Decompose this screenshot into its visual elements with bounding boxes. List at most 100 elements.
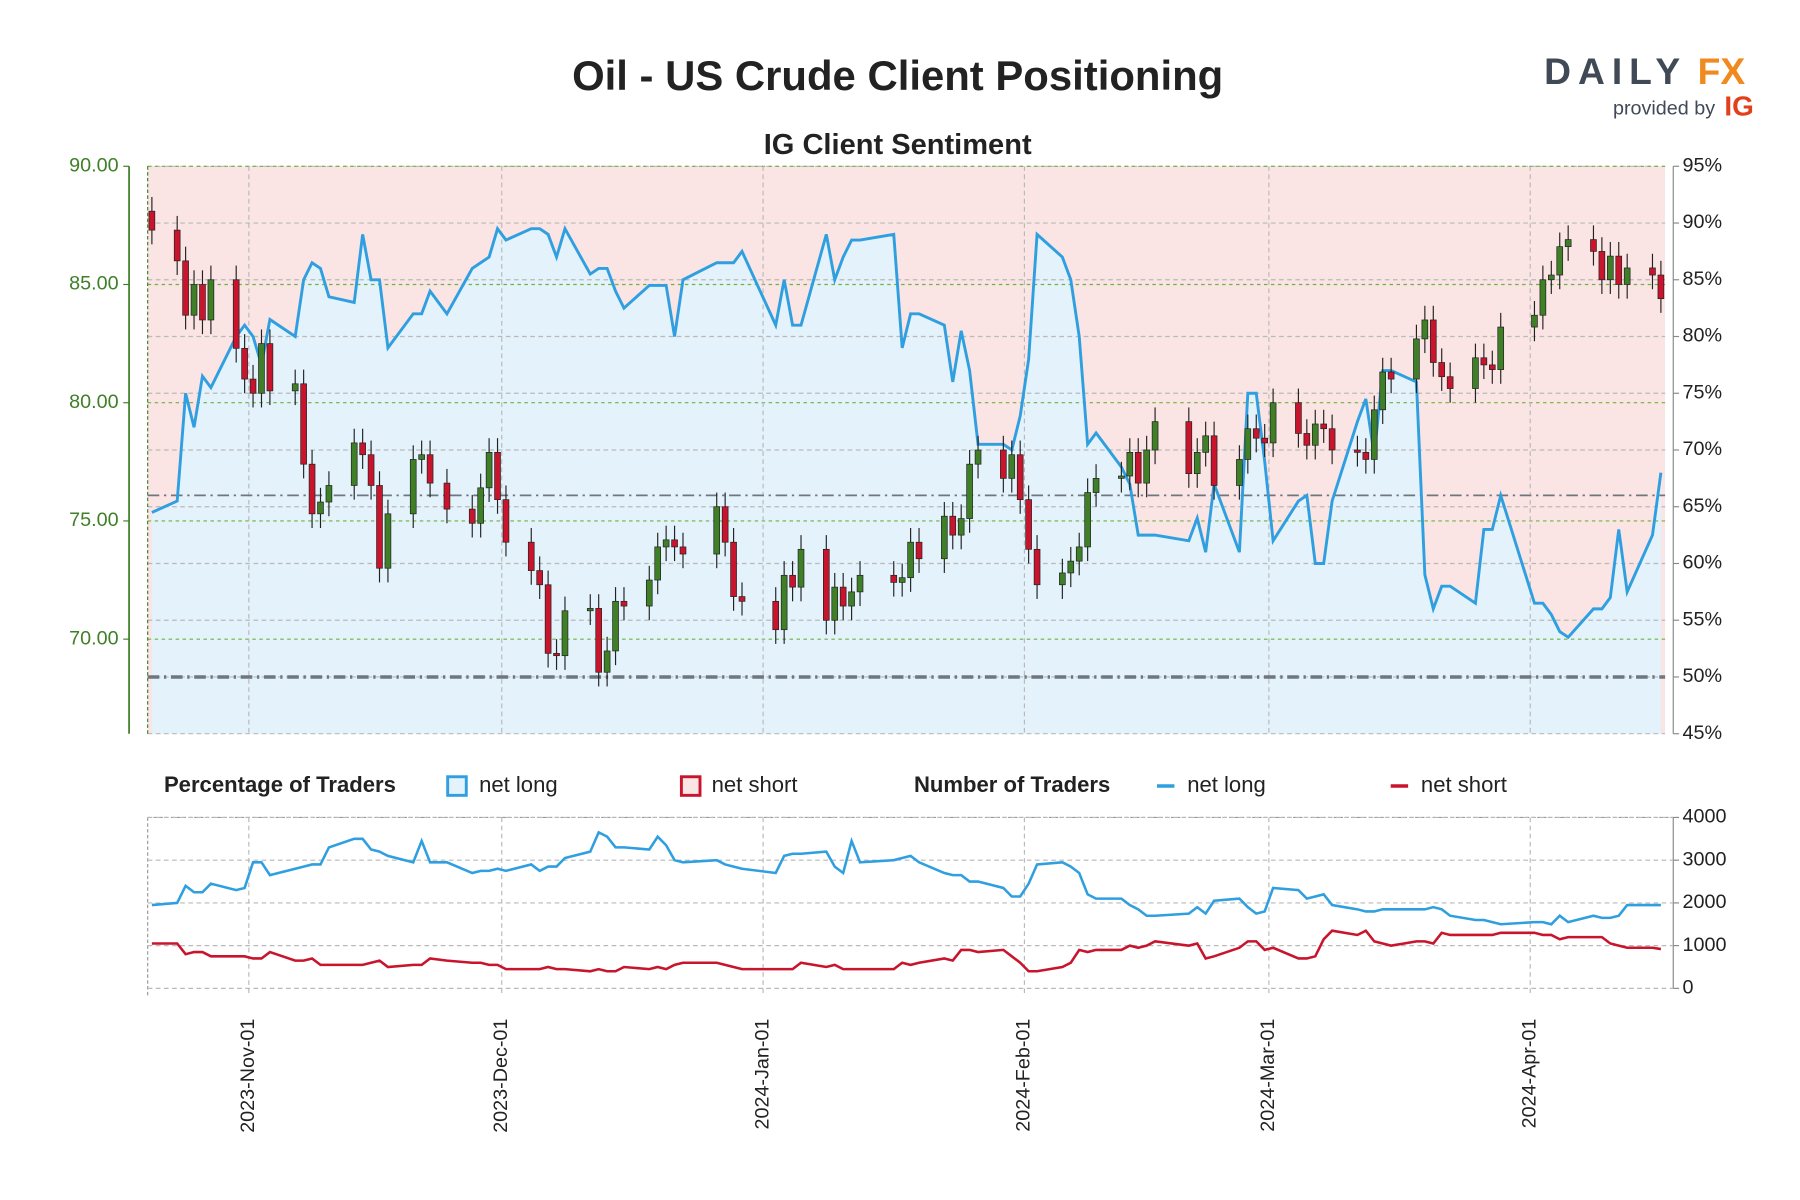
candle-body xyxy=(856,574,864,593)
candle-body xyxy=(1607,255,1614,281)
chart-subtitle: IG Client Sentiment xyxy=(764,129,1032,161)
candle-body xyxy=(671,539,678,548)
candle-body xyxy=(915,541,923,560)
legend-label: net short xyxy=(1421,772,1507,797)
candle-body xyxy=(1480,357,1488,366)
candle-body xyxy=(1556,246,1564,276)
candle-body xyxy=(384,513,392,569)
candle-body xyxy=(595,608,602,673)
candle-body xyxy=(1328,428,1336,451)
y2-tick-label: 45% xyxy=(1683,722,1723,744)
candle-body xyxy=(1193,452,1201,474)
candle-body xyxy=(1497,326,1505,370)
candle-body xyxy=(443,482,451,510)
candle-body xyxy=(1370,409,1378,460)
candle-body xyxy=(1472,357,1479,389)
candle-body xyxy=(738,596,746,602)
candle-body xyxy=(350,442,358,486)
y2-tick-label: 50% xyxy=(1683,665,1723,687)
candle-body xyxy=(367,454,375,486)
y-tick-label: 70.00 xyxy=(69,627,118,649)
candle-body xyxy=(1185,421,1193,474)
candle-body xyxy=(586,608,594,612)
y-tick-label: 4000 xyxy=(1683,806,1727,828)
candle-body xyxy=(258,343,265,394)
candle-body xyxy=(1598,251,1606,281)
logo-tagline: provided by xyxy=(1613,98,1715,120)
legend-label: net long xyxy=(1187,772,1266,797)
candle-body xyxy=(789,574,796,588)
candle-body xyxy=(291,383,299,392)
candle-body xyxy=(1303,433,1311,446)
candle-body xyxy=(730,541,737,597)
candle-body xyxy=(662,539,670,548)
y2-tick-label: 75% xyxy=(1683,381,1723,403)
y2-tick-label: 60% xyxy=(1683,552,1723,574)
candle-body xyxy=(907,541,914,579)
candle-body xyxy=(941,515,948,560)
candle-body xyxy=(561,610,569,657)
candle-body xyxy=(485,452,493,489)
candle-body xyxy=(182,260,189,316)
candle-body xyxy=(1429,319,1437,363)
candle-body xyxy=(502,499,510,543)
logo-accent: FX xyxy=(1698,50,1746,92)
candle-body xyxy=(679,546,687,555)
candle-body xyxy=(241,347,248,380)
legend-swatch xyxy=(446,775,468,797)
candle-body xyxy=(207,279,215,321)
logo-name: DAILY xyxy=(1544,50,1687,92)
candle-body xyxy=(426,454,434,484)
candle-body xyxy=(1075,546,1083,562)
y2-tick-label: 65% xyxy=(1683,495,1723,517)
candle-body xyxy=(1649,267,1656,276)
candle-body xyxy=(966,463,973,519)
candle-body xyxy=(1548,274,1555,281)
candle-body xyxy=(494,452,501,500)
x-tick-label: 2023-Dec-01 xyxy=(490,1019,512,1133)
candle-body xyxy=(1252,428,1260,439)
candle-body xyxy=(839,586,847,607)
candle-body xyxy=(1446,376,1454,389)
net-long-line xyxy=(151,224,1663,640)
candle-body xyxy=(772,600,780,631)
y-tick-label: 90.00 xyxy=(69,154,118,176)
candle-body xyxy=(1118,475,1125,479)
y2-tick-label: 90% xyxy=(1683,211,1723,233)
candle-body xyxy=(1531,314,1538,328)
candle-body xyxy=(1025,499,1032,550)
candle-body xyxy=(713,506,721,555)
candle-body xyxy=(1590,239,1597,252)
logo: DAILY FX provided by IG xyxy=(1544,50,1754,121)
candle-body xyxy=(409,459,417,515)
candle-body xyxy=(1143,449,1150,484)
candle-body xyxy=(232,279,240,349)
x-tick-label: 2024-Jan-01 xyxy=(751,1019,773,1130)
candle-body xyxy=(317,501,324,515)
legend-label: net short xyxy=(712,772,798,797)
candle-body xyxy=(190,284,198,316)
candle-body xyxy=(1657,274,1665,300)
candle-body xyxy=(325,485,333,503)
candle-body xyxy=(1092,478,1100,493)
legend-swatch xyxy=(679,775,702,797)
candle-body xyxy=(1126,452,1134,477)
y2-tick-label: 70% xyxy=(1683,438,1723,460)
y-tick-label: 85.00 xyxy=(69,273,118,295)
candle-body xyxy=(1295,402,1302,434)
candle-body xyxy=(780,574,788,631)
candle-body xyxy=(831,586,839,621)
legend-title: Percentage of Traders xyxy=(164,772,396,797)
candle-body xyxy=(544,584,552,654)
candle-body xyxy=(654,546,662,581)
legend-title: Number of Traders xyxy=(914,772,1110,797)
x-tick-label: 2023-Nov-01 xyxy=(237,1019,259,1133)
candle-body xyxy=(645,579,653,607)
candle-body xyxy=(553,652,560,657)
y2-tick-label: 80% xyxy=(1683,325,1723,347)
candle-body xyxy=(898,577,906,583)
candle-body xyxy=(300,383,307,465)
candle-body xyxy=(949,515,957,536)
candle-body xyxy=(848,591,855,607)
candle-body xyxy=(1615,255,1623,285)
